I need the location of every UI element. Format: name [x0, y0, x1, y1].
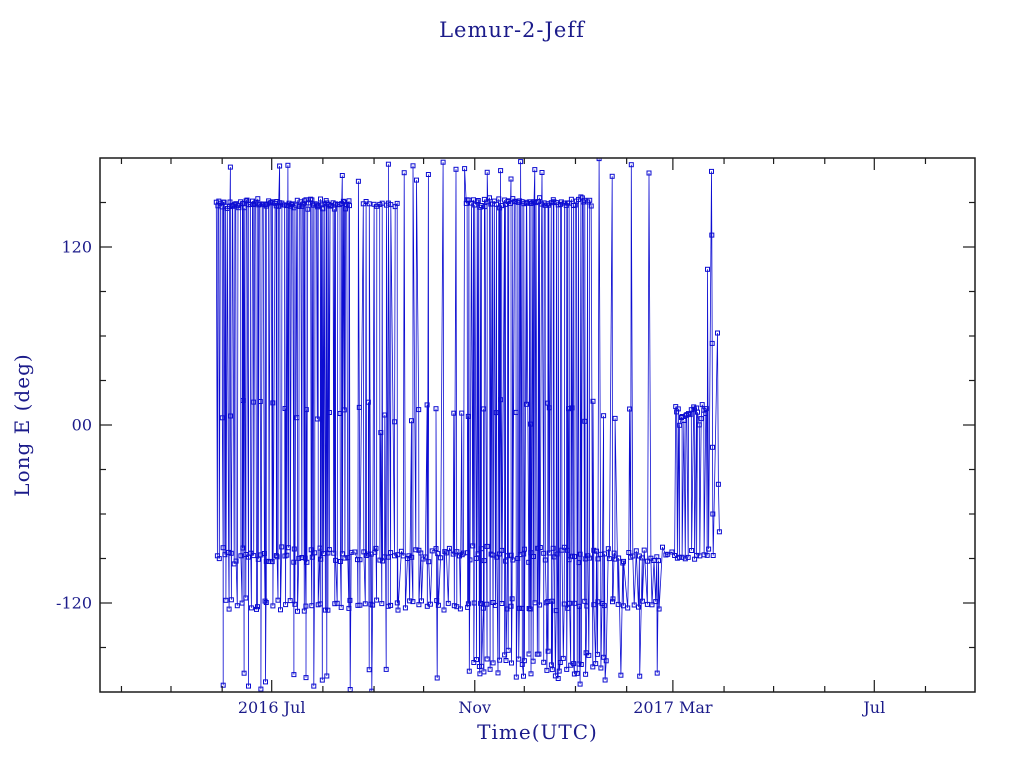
svg-text:00: 00: [72, 416, 92, 435]
chart-title: Lemur-2-Jeff: [439, 18, 585, 42]
x-axis-label: Time(UTC): [477, 720, 598, 744]
svg-text:-120: -120: [56, 594, 92, 613]
svg-text:2016 Jul: 2016 Jul: [238, 698, 306, 717]
svg-text:Nov: Nov: [458, 698, 491, 717]
svg-text:2017 Mar: 2017 Mar: [633, 698, 713, 717]
svg-text:Jul: Jul: [861, 698, 885, 717]
svg-text:120: 120: [61, 238, 92, 257]
